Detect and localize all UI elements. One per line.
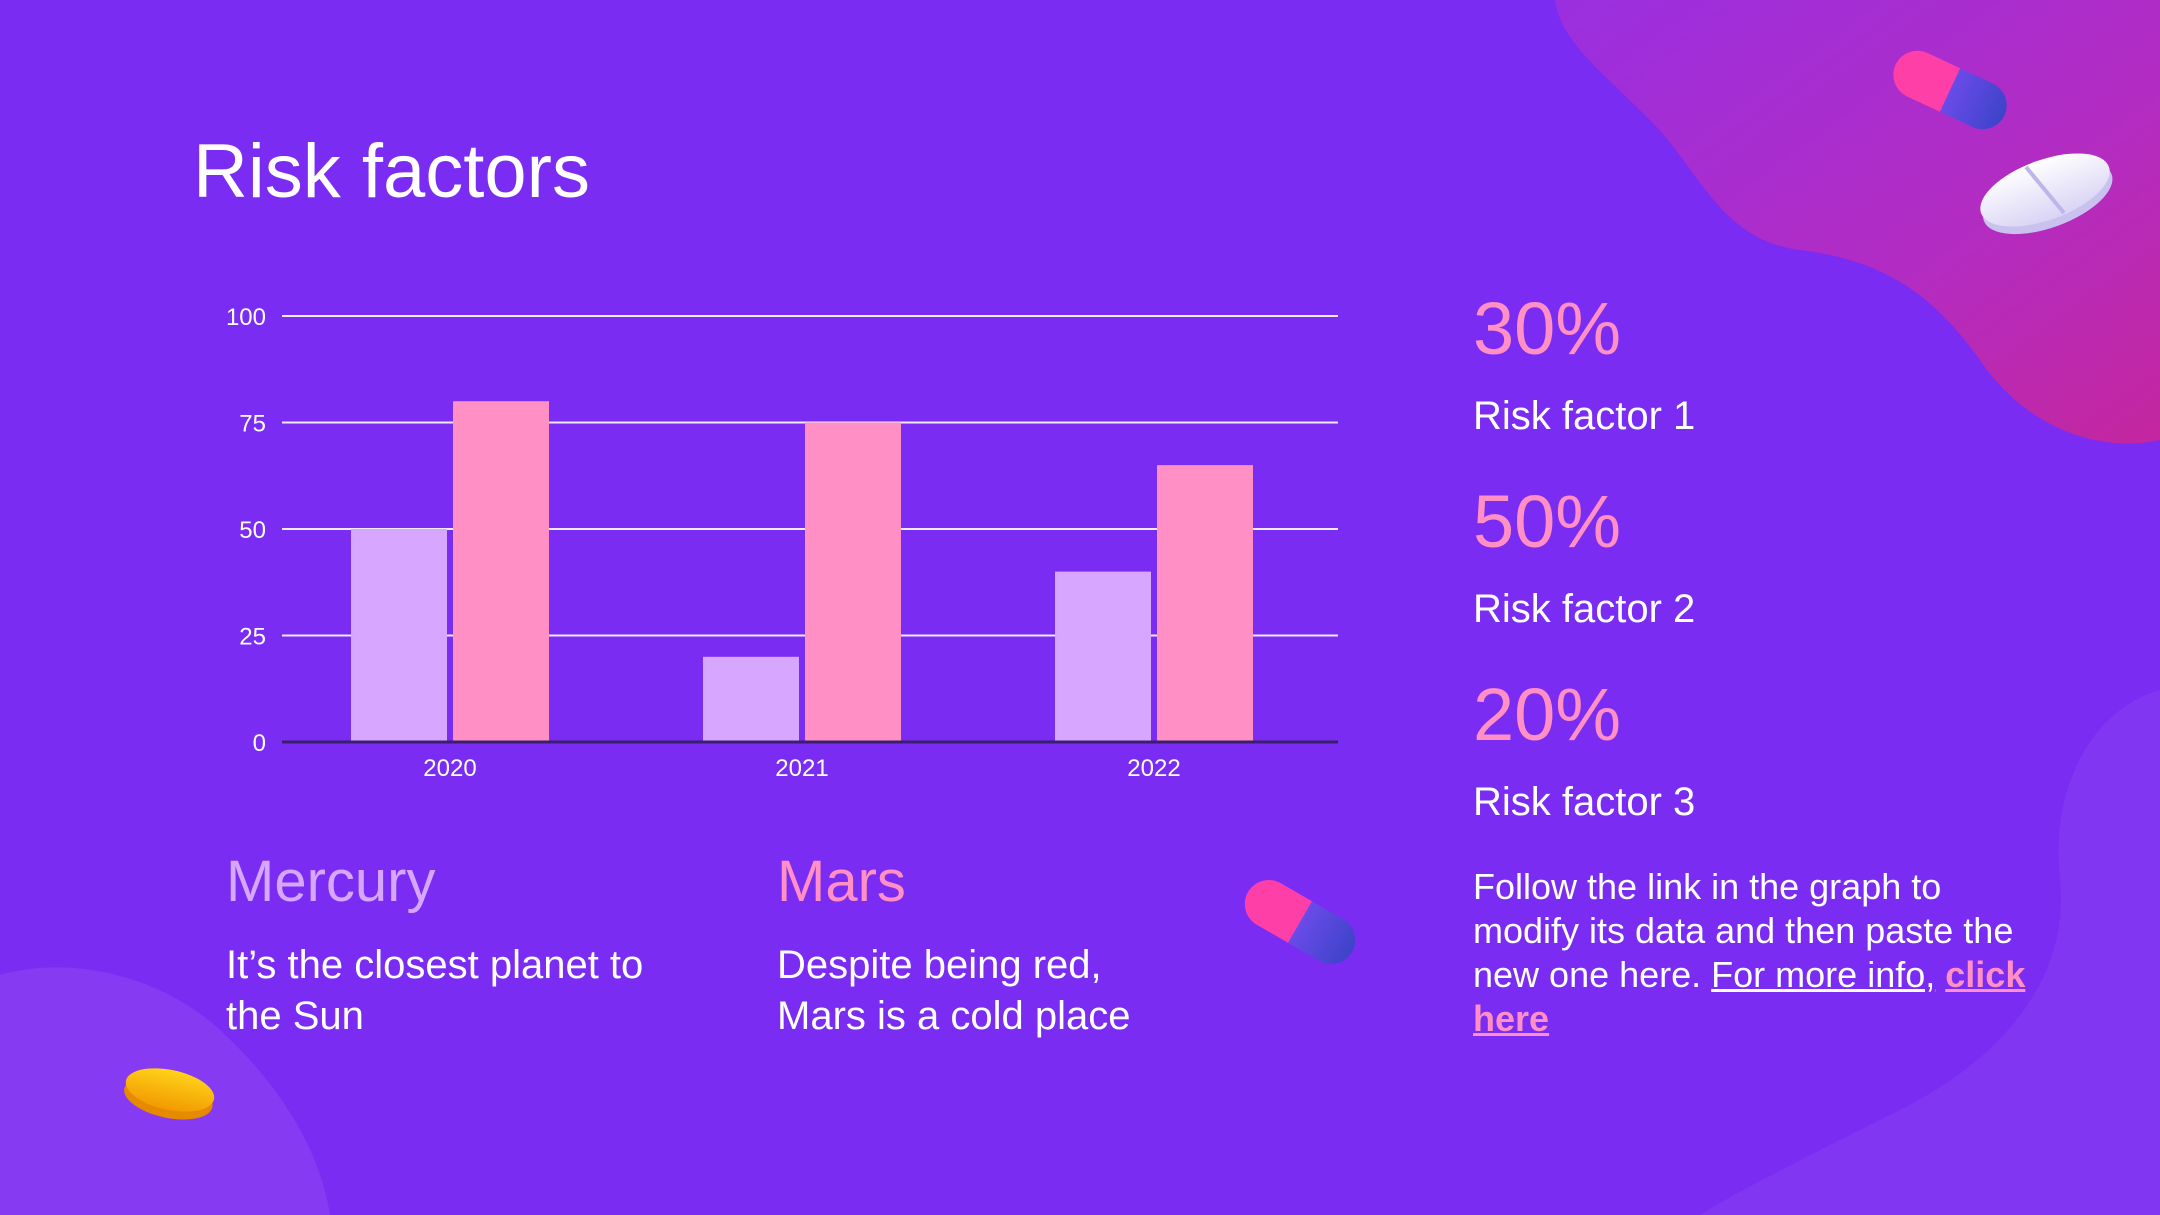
planet-name-mercury: Mercury <box>226 849 436 914</box>
stat-label-3: Risk factor 3 <box>1473 780 1696 824</box>
x-tick-label: 2021 <box>775 755 828 782</box>
more-info-link[interactable]: For more info, <box>1711 953 1936 995</box>
yellow-tablet-icon <box>124 1068 215 1120</box>
y-tick-label: 50 <box>239 517 266 544</box>
bar-mars-2020 <box>453 401 549 742</box>
x-tick-label: 2020 <box>423 755 476 782</box>
capsule-icon <box>1244 880 1356 964</box>
y-tick-label: 0 <box>253 730 266 757</box>
pink-blob-shape <box>1555 0 2160 444</box>
bar-chart[interactable]: 0 25 50 75 100 2020 2021 2022 <box>190 280 1350 800</box>
bar-mercury-2022 <box>1055 571 1151 742</box>
bar-mars-2022 <box>1157 465 1253 742</box>
x-tick-label: 2022 <box>1127 755 1180 782</box>
planet-desc-mars: Despite being red, Mars is a cold place <box>777 940 1337 1042</box>
stat-value-2: 50% <box>1473 480 1622 563</box>
page-title: Risk factors <box>193 129 590 214</box>
y-tick-label: 100 <box>226 304 266 331</box>
click-here-link[interactable]: click here <box>1473 953 2026 1039</box>
planet-name-mars: Mars <box>777 849 906 914</box>
planet-desc-mars-line1: Despite being red, <box>777 943 1102 987</box>
planet-desc-mercury-line1: It’s the closest planet to <box>226 943 644 987</box>
tablet-icon <box>1980 153 2113 235</box>
bar-mercury-2021 <box>703 656 799 742</box>
info-note-text: Follow the link in the graph to modify i… <box>1473 866 2014 995</box>
stat-value-1: 30% <box>1473 287 1622 370</box>
info-note: Follow the link in the graph to modify i… <box>1473 865 2033 1041</box>
planet-desc-mercury-line2: the Sun <box>226 994 364 1039</box>
bar-mars-2021 <box>805 422 901 742</box>
y-tick-label: 25 <box>239 624 266 651</box>
y-tick-label: 75 <box>239 411 266 438</box>
stat-label-1: Risk factor 1 <box>1473 394 1696 438</box>
stat-value-3: 20% <box>1473 673 1622 756</box>
planet-desc-mercury: It’s the closest planet to the Sun <box>226 940 786 1042</box>
bar-mercury-2020 <box>351 529 447 742</box>
planet-desc-mars-line2: Mars is a cold place <box>777 994 1131 1039</box>
capsule-icon <box>1893 50 2007 130</box>
stat-label-2: Risk factor 2 <box>1473 587 1696 631</box>
bottom-right-blob-shape <box>1700 690 2160 1215</box>
